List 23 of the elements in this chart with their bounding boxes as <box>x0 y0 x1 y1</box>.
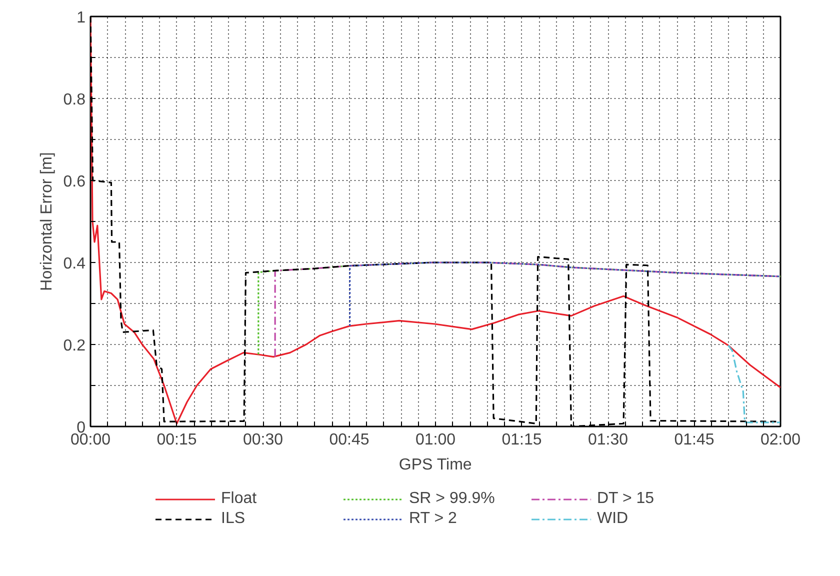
x-tick-label: 00:15 <box>156 432 197 448</box>
y-tick-label: 0.6 <box>63 174 86 190</box>
legend-label: SR > 99.9% <box>409 490 496 508</box>
x-tick-label: 00:45 <box>329 432 370 448</box>
legend-label: ILS <box>221 510 246 528</box>
legend-label: DT > 15 <box>597 490 656 508</box>
y-tick-label: 0.2 <box>63 338 86 354</box>
y-tick-label: 1 <box>76 10 86 26</box>
y-tick-label: 0.4 <box>63 256 86 272</box>
legend-label: RT > 2 <box>409 510 458 528</box>
x-tick-label: 01:30 <box>588 432 628 448</box>
line-series <box>349 262 780 327</box>
legend-label: WID <box>597 510 630 528</box>
y-tick-label: 0.8 <box>63 92 86 108</box>
legend-label: Float <box>221 490 258 508</box>
x-tick-label: 01:45 <box>674 432 714 448</box>
line-series <box>727 344 780 424</box>
x-tick-label: 02:00 <box>760 432 801 448</box>
x-tick-label: 00:30 <box>242 432 284 448</box>
x-tick-label: 01:15 <box>502 432 542 448</box>
y-axis-title: Horizontal Error [m] <box>38 152 56 291</box>
x-tick-label: 01:00 <box>415 432 456 448</box>
x-axis-title: GPS Time <box>398 456 472 474</box>
